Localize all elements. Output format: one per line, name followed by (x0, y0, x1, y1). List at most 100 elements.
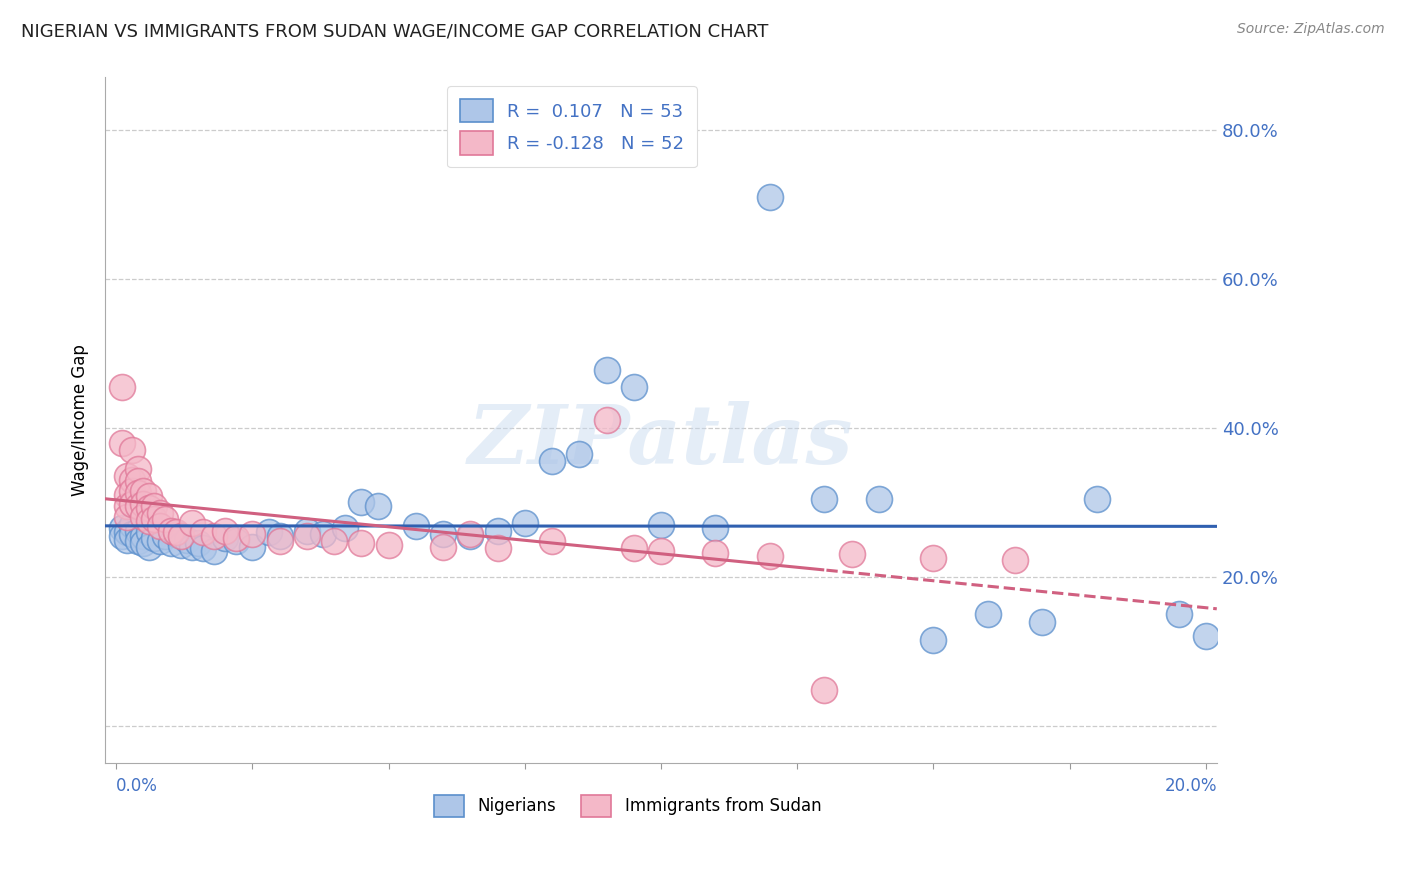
Point (143, 531, 166, 545)
Point (295, 529, 318, 543)
Point (432, 526, 454, 541)
Point (121, 526, 143, 541)
Point (704, 521, 727, 535)
Point (153, 511, 176, 525)
Point (143, 511, 166, 525)
Point (650, 543, 672, 558)
Point (312, 526, 335, 541)
Point (240, 526, 263, 541)
Point (132, 529, 155, 543)
Point (121, 484, 143, 499)
Point (257, 525, 280, 540)
Point (110, 521, 132, 535)
Text: Source: ZipAtlas.com: Source: ZipAtlas.com (1237, 22, 1385, 37)
Point (110, 529, 132, 543)
Point (127, 461, 149, 475)
Point (181, 516, 204, 530)
Point (269, 529, 291, 543)
Point (1085, 491, 1108, 506)
Point (1167, 607, 1189, 621)
Point (170, 539, 193, 553)
Text: NIGERIAN VS IMMIGRANTS FROM SUDAN WAGE/INCOME GAP CORRELATION CHART: NIGERIAN VS IMMIGRANTS FROM SUDAN WAGE/I… (21, 22, 769, 40)
Point (138, 501, 160, 516)
Point (623, 380, 645, 394)
Text: 20.0%: 20.0% (1164, 777, 1216, 795)
Point (214, 531, 236, 545)
Point (202, 529, 225, 543)
Point (704, 546, 727, 560)
Point (486, 524, 509, 538)
Point (138, 514, 160, 528)
Point (350, 536, 373, 550)
Point (202, 543, 225, 558)
Point (323, 534, 346, 549)
Point (977, 607, 1000, 621)
Point (115, 533, 138, 547)
Point (143, 499, 166, 513)
Text: ZIPatlas: ZIPatlas (468, 401, 853, 481)
Point (110, 380, 132, 394)
Point (1031, 615, 1053, 629)
Point (922, 633, 945, 648)
Point (405, 519, 427, 533)
Point (121, 517, 143, 532)
Point (132, 484, 155, 499)
Point (367, 499, 389, 513)
Point (121, 473, 143, 487)
Point (868, 491, 890, 506)
Point (568, 447, 591, 461)
Point (193, 525, 215, 540)
Point (922, 551, 945, 566)
Point (115, 525, 138, 540)
Point (115, 488, 138, 502)
Point (149, 507, 172, 521)
Point (458, 526, 481, 541)
Point (225, 531, 247, 545)
Point (170, 529, 193, 543)
Point (149, 534, 172, 549)
Point (127, 499, 149, 513)
Point (841, 548, 863, 562)
Point (513, 516, 536, 530)
Point (127, 524, 149, 538)
Point (1195, 629, 1218, 643)
Point (350, 495, 373, 509)
Point (595, 362, 617, 376)
Point (541, 454, 564, 468)
Point (214, 524, 236, 538)
Point (377, 539, 399, 553)
Point (623, 541, 645, 556)
Point (432, 540, 454, 554)
Point (138, 540, 160, 554)
Point (225, 534, 247, 549)
Point (759, 190, 782, 204)
Point (595, 413, 617, 427)
Point (176, 533, 198, 547)
Point (269, 534, 291, 549)
Point (650, 517, 672, 532)
Point (165, 526, 187, 541)
Text: 0.0%: 0.0% (117, 777, 157, 795)
Point (121, 443, 143, 458)
Y-axis label: Wage/Income Gap: Wage/Income Gap (72, 344, 89, 496)
Point (295, 524, 318, 538)
Point (127, 486, 149, 500)
Point (127, 534, 149, 549)
Point (1004, 553, 1026, 567)
Point (115, 499, 138, 513)
Point (121, 497, 143, 511)
Point (132, 497, 155, 511)
Point (149, 519, 172, 533)
Point (193, 541, 215, 556)
Point (458, 529, 481, 543)
Point (138, 489, 160, 503)
Point (486, 541, 509, 556)
Point (138, 525, 160, 540)
Point (541, 534, 564, 549)
Point (813, 683, 835, 698)
Point (333, 521, 356, 535)
Point (132, 510, 155, 524)
Point (165, 525, 187, 540)
Point (181, 540, 204, 554)
Point (759, 549, 782, 563)
